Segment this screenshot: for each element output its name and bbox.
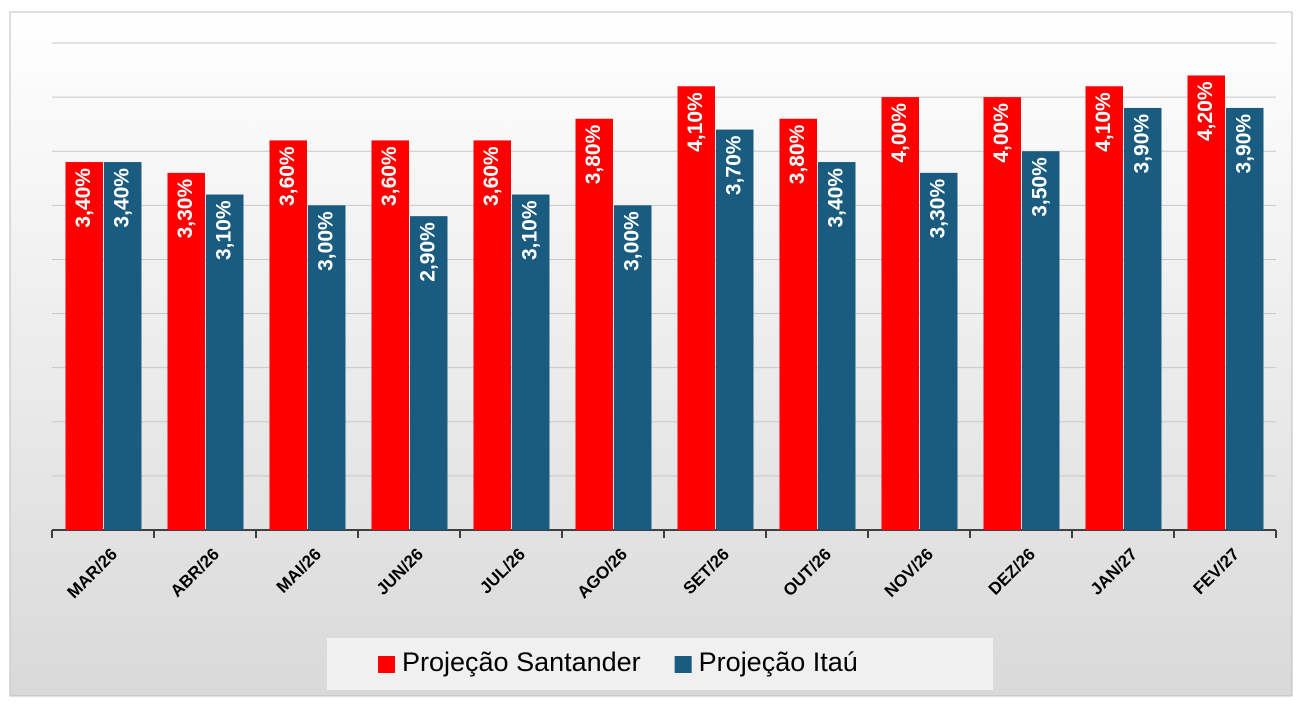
- bar: [881, 97, 919, 530]
- bar: [818, 162, 856, 531]
- bar: [308, 205, 346, 531]
- bar: [1085, 86, 1123, 531]
- bar: [104, 162, 142, 531]
- bar: [371, 140, 409, 530]
- bar: [473, 140, 511, 530]
- bar: [614, 205, 652, 531]
- data-label: 3,50%: [1028, 157, 1051, 217]
- data-label: 3,00%: [620, 211, 643, 271]
- bar: [1124, 107, 1162, 530]
- legend-label: Projeção Itaú: [699, 647, 858, 677]
- bar: [1226, 107, 1264, 530]
- data-label: 4,00%: [990, 103, 1013, 163]
- data-label: 3,30%: [174, 179, 197, 239]
- data-label: 4,10%: [1092, 92, 1115, 152]
- data-label: 3,70%: [722, 135, 745, 195]
- data-label: 3,80%: [582, 124, 605, 184]
- data-label: 3,60%: [378, 146, 401, 206]
- bar: [983, 97, 1021, 530]
- bar: [779, 118, 817, 530]
- data-label: 3,80%: [786, 124, 809, 184]
- bar: [920, 172, 958, 530]
- data-label: 3,60%: [480, 146, 503, 206]
- legend-swatch: [378, 656, 395, 673]
- data-label: 4,00%: [888, 103, 911, 163]
- data-label: 4,20%: [1194, 81, 1217, 141]
- data-label: 3,40%: [824, 168, 847, 228]
- bar: [1022, 151, 1060, 530]
- bar: [206, 194, 244, 530]
- legend-label: Projeção Santander: [402, 647, 641, 677]
- bar: [575, 118, 613, 530]
- data-label: 3,00%: [314, 211, 337, 271]
- bar: [167, 172, 205, 530]
- legend: Projeção Santander Projeção Itaú: [327, 638, 993, 690]
- data-label: 3,40%: [110, 168, 133, 228]
- data-label: 3,10%: [518, 200, 541, 260]
- data-label: 3,90%: [1130, 114, 1153, 174]
- data-label: 3,10%: [212, 200, 235, 260]
- bar: [269, 140, 307, 530]
- bar: [677, 86, 715, 531]
- data-label: 3,40%: [72, 168, 95, 228]
- bar: [716, 129, 754, 531]
- bar: [410, 216, 448, 530]
- legend-swatch: [674, 656, 692, 673]
- data-label: 3,30%: [926, 179, 949, 239]
- legend-box: [327, 638, 993, 690]
- bar: [512, 194, 550, 530]
- bar: [65, 162, 103, 531]
- data-label: 3,60%: [276, 146, 299, 206]
- data-label: 4,10%: [684, 92, 707, 152]
- data-label: 3,90%: [1232, 114, 1255, 174]
- bar: [1187, 75, 1225, 530]
- data-label: 2,90%: [416, 222, 439, 282]
